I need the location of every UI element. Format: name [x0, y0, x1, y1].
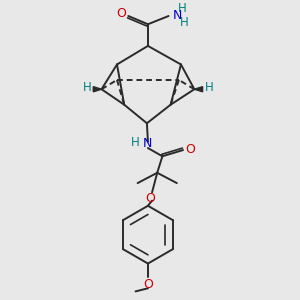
- Polygon shape: [194, 87, 202, 92]
- Text: O: O: [143, 278, 153, 291]
- Text: O: O: [145, 192, 155, 205]
- Polygon shape: [93, 87, 101, 92]
- Text: O: O: [185, 142, 195, 156]
- Text: H: H: [178, 2, 186, 15]
- Text: N: N: [143, 137, 153, 150]
- Text: O: O: [116, 8, 126, 20]
- Text: H: H: [204, 81, 213, 94]
- Text: H: H: [83, 81, 92, 94]
- Text: H: H: [131, 136, 140, 149]
- Text: N: N: [173, 10, 182, 22]
- Text: H: H: [180, 16, 188, 29]
